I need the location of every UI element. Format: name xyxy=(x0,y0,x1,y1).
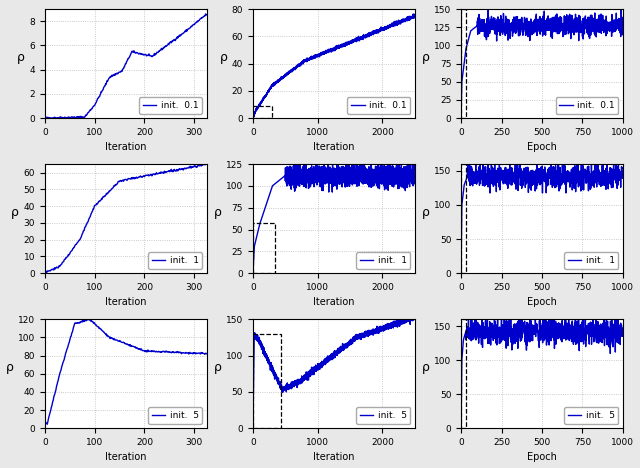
X-axis label: Iteration: Iteration xyxy=(313,453,355,462)
Legend: init.  5: init. 5 xyxy=(356,408,410,424)
X-axis label: Epoch: Epoch xyxy=(527,142,557,152)
X-axis label: Epoch: Epoch xyxy=(527,453,557,462)
Legend: init.  0.1: init. 0.1 xyxy=(348,97,410,114)
Bar xyxy=(461,164,465,273)
Y-axis label: ρ: ρ xyxy=(214,205,221,219)
Y-axis label: ρ: ρ xyxy=(220,51,227,64)
Y-axis label: ρ: ρ xyxy=(214,361,221,373)
Bar xyxy=(253,106,273,118)
Legend: init.  0.1: init. 0.1 xyxy=(556,97,618,114)
Y-axis label: ρ: ρ xyxy=(422,51,429,64)
Bar xyxy=(253,334,281,428)
Legend: init.  5: init. 5 xyxy=(148,408,202,424)
Legend: init.  1: init. 1 xyxy=(356,252,410,269)
Y-axis label: ρ: ρ xyxy=(422,361,429,373)
Legend: init.  1: init. 1 xyxy=(564,252,618,269)
Y-axis label: ρ: ρ xyxy=(17,51,25,64)
Y-axis label: ρ: ρ xyxy=(6,361,13,373)
X-axis label: Iteration: Iteration xyxy=(105,297,147,307)
X-axis label: Iteration: Iteration xyxy=(105,142,147,152)
Bar xyxy=(461,9,465,118)
X-axis label: Epoch: Epoch xyxy=(527,297,557,307)
X-axis label: Iteration: Iteration xyxy=(313,297,355,307)
Y-axis label: ρ: ρ xyxy=(422,205,429,219)
Bar xyxy=(253,222,275,273)
X-axis label: Iteration: Iteration xyxy=(105,453,147,462)
X-axis label: Iteration: Iteration xyxy=(313,142,355,152)
Legend: init.  5: init. 5 xyxy=(564,408,618,424)
Y-axis label: ρ: ρ xyxy=(12,205,19,219)
Bar xyxy=(461,319,465,428)
Legend: init.  1: init. 1 xyxy=(148,252,202,269)
Legend: init.  0.1: init. 0.1 xyxy=(140,97,202,114)
